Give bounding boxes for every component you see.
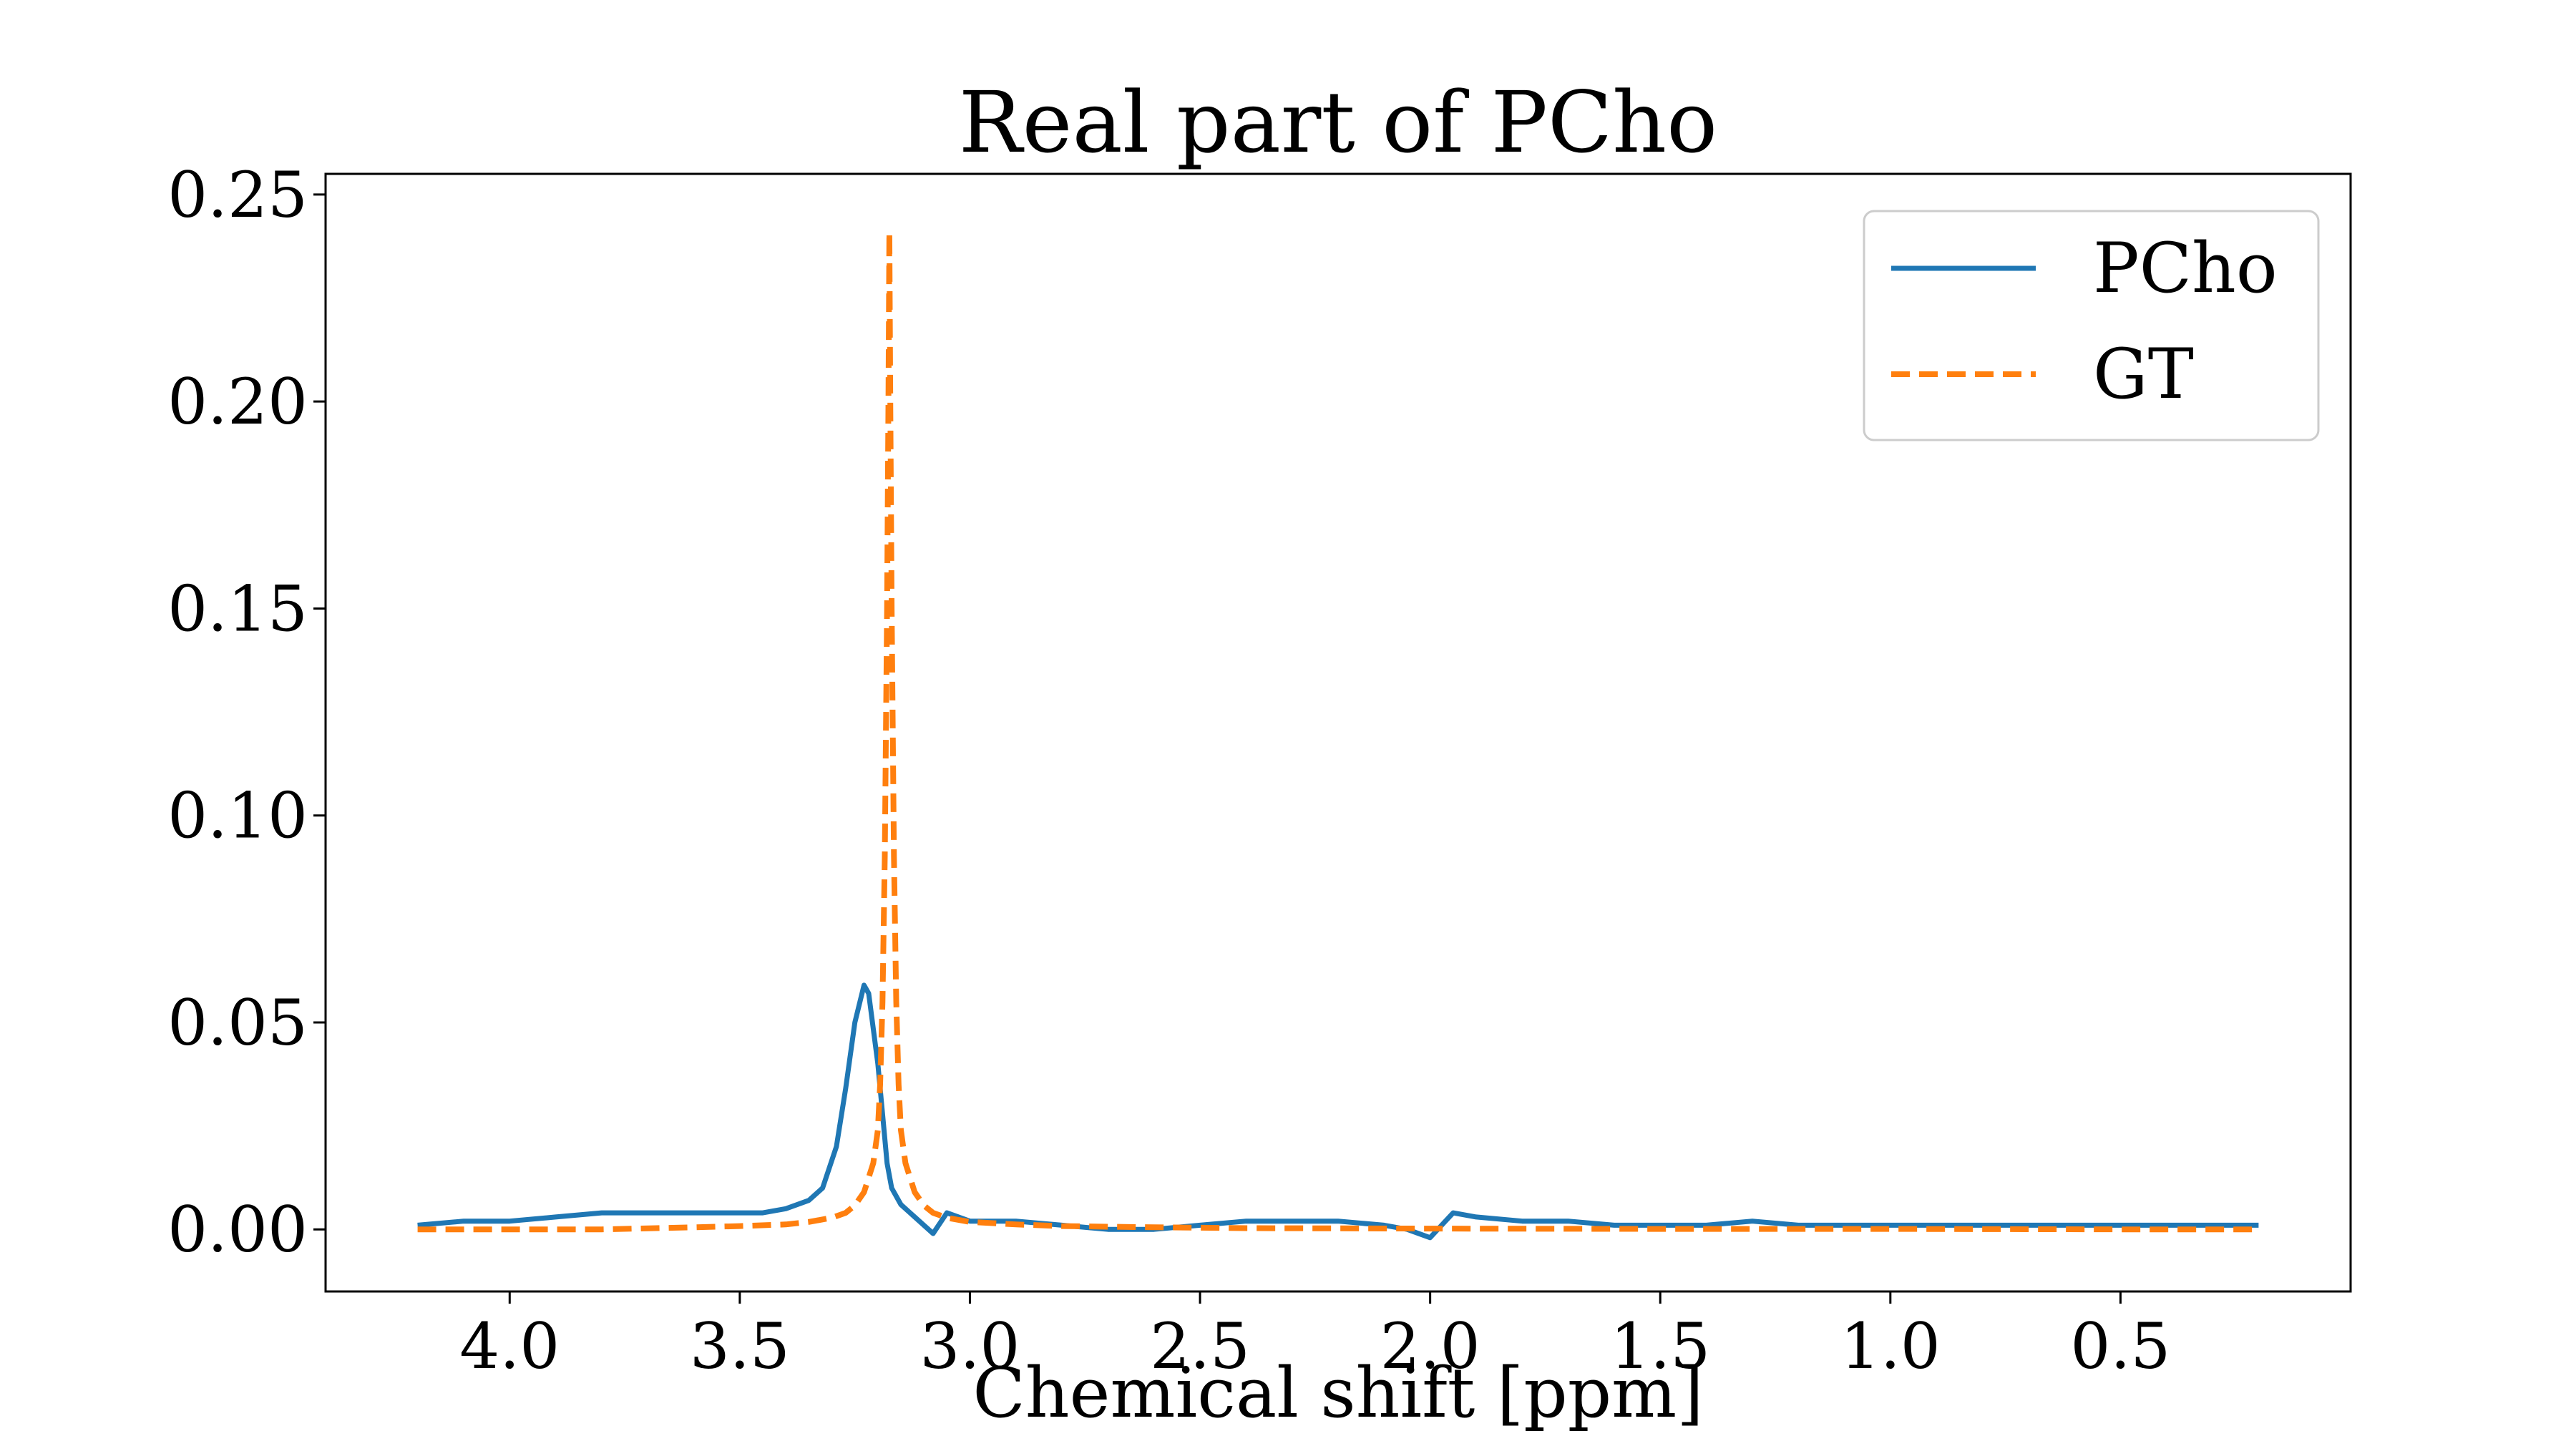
legend-label-gt: GT bbox=[2093, 334, 2194, 414]
x-axis-label: Chemical shift [ppm] bbox=[972, 1353, 1703, 1431]
x-tick-label: 0.5 bbox=[2070, 1309, 2170, 1383]
x-tick-label: 1.0 bbox=[1840, 1309, 1941, 1383]
y-tick-label: 0.25 bbox=[167, 158, 308, 232]
x-tick-label: 2.5 bbox=[1150, 1309, 1250, 1383]
plot-area: 4.0 3.5 3.0 2.5 2.0 1.5 1.0 0.5 0.00 0.05 0.10 0.15… bbox=[167, 158, 2352, 1383]
x-tick-label: 1.5 bbox=[1610, 1309, 1710, 1383]
x-tick-label: 3.5 bbox=[690, 1309, 790, 1383]
x-tick-label: 2.0 bbox=[1380, 1309, 1480, 1383]
y-tick-label: 0.15 bbox=[167, 572, 308, 645]
x-tick-label: 3.0 bbox=[919, 1309, 1020, 1383]
legend: PCho GT bbox=[1863, 210, 2320, 441]
axes-frame bbox=[324, 172, 2352, 1293]
legend-label-pcho: PCho bbox=[2093, 228, 2278, 308]
y-tick-label: 0.05 bbox=[167, 986, 308, 1060]
x-tick-label: 4.0 bbox=[459, 1309, 560, 1383]
chart-title: Real part of PCho bbox=[959, 73, 1717, 172]
series-line-gt bbox=[417, 229, 2259, 1233]
y-tick-label: 0.00 bbox=[167, 1193, 308, 1266]
y-tick-label: 0.10 bbox=[167, 779, 308, 853]
y-tick-label: 0.20 bbox=[167, 365, 308, 439]
series-line-pcho bbox=[417, 982, 2259, 1241]
